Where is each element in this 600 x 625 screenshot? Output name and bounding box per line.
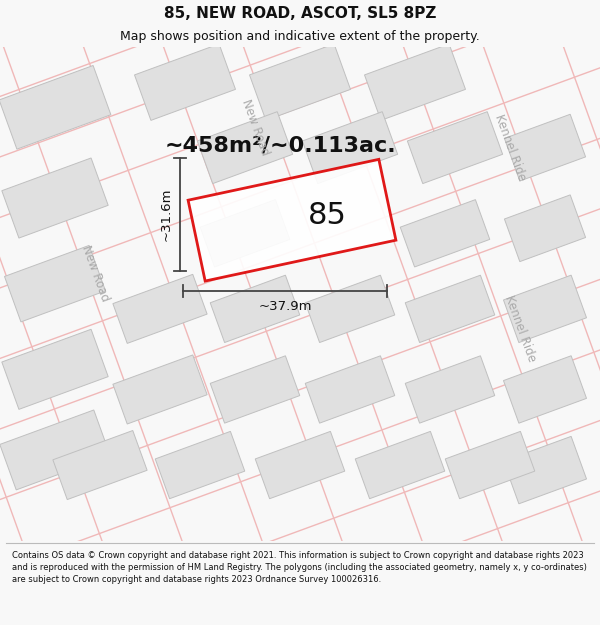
- Text: New Road: New Road: [239, 98, 271, 158]
- Polygon shape: [405, 356, 495, 423]
- Polygon shape: [400, 199, 490, 267]
- Polygon shape: [305, 356, 395, 423]
- Text: New Road: New Road: [79, 244, 111, 304]
- Text: Kennel Ride: Kennel Ride: [502, 294, 538, 364]
- Polygon shape: [155, 431, 245, 499]
- Text: 85: 85: [308, 201, 346, 229]
- Polygon shape: [355, 431, 445, 499]
- Text: Map shows position and indicative extent of the property.: Map shows position and indicative extent…: [120, 30, 480, 43]
- Text: ~458m²/~0.113ac.: ~458m²/~0.113ac.: [165, 136, 397, 156]
- Polygon shape: [2, 158, 108, 238]
- Polygon shape: [197, 112, 293, 184]
- Polygon shape: [113, 274, 207, 343]
- Text: Contains OS data © Crown copyright and database right 2021. This information is : Contains OS data © Crown copyright and d…: [12, 551, 587, 584]
- Polygon shape: [305, 275, 395, 342]
- Polygon shape: [505, 195, 586, 262]
- Polygon shape: [302, 112, 398, 184]
- Polygon shape: [505, 114, 586, 181]
- Polygon shape: [0, 410, 110, 490]
- Polygon shape: [365, 44, 466, 121]
- Polygon shape: [405, 275, 495, 342]
- Polygon shape: [200, 199, 290, 267]
- Polygon shape: [407, 112, 503, 184]
- Text: ~31.6m: ~31.6m: [160, 188, 173, 241]
- Polygon shape: [255, 431, 345, 499]
- Polygon shape: [503, 356, 587, 423]
- Text: 85, NEW ROAD, ASCOT, SL5 8PZ: 85, NEW ROAD, ASCOT, SL5 8PZ: [164, 6, 436, 21]
- Text: ~37.9m: ~37.9m: [258, 301, 312, 313]
- Polygon shape: [5, 246, 106, 322]
- Polygon shape: [210, 356, 300, 423]
- Polygon shape: [2, 329, 108, 409]
- Polygon shape: [53, 431, 147, 499]
- Polygon shape: [134, 44, 235, 121]
- Polygon shape: [113, 355, 207, 424]
- Text: Kennel Ride: Kennel Ride: [492, 112, 528, 182]
- Polygon shape: [0, 66, 111, 149]
- Polygon shape: [503, 275, 587, 342]
- Polygon shape: [250, 44, 350, 121]
- Polygon shape: [445, 431, 535, 499]
- Polygon shape: [503, 436, 587, 504]
- Polygon shape: [210, 275, 300, 342]
- Polygon shape: [188, 159, 396, 281]
